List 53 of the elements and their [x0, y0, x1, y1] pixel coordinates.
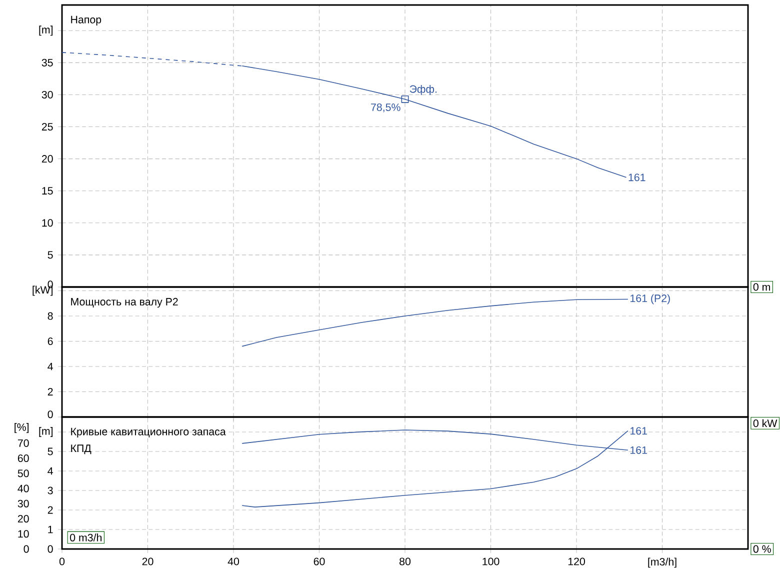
y-tick-label: [m]: [39, 427, 53, 437]
y2-tick-label: 40: [18, 484, 29, 492]
x-tick-label: 100: [482, 558, 500, 566]
y-tick-label: 3: [48, 486, 53, 494]
y2-tick-label: 20: [18, 514, 29, 523]
text: КПД: [71, 444, 92, 454]
y-tick-label: 1: [48, 526, 53, 534]
y2-tick-label: 70: [18, 439, 29, 447]
line-series: [242, 430, 628, 508]
y-tick-label: 4: [48, 467, 53, 475]
x-tick-label: 60: [314, 558, 325, 566]
y-tick-label: 20: [42, 155, 53, 163]
y-tick-label: 2: [48, 388, 53, 396]
text: 0 %: [753, 545, 771, 553]
text: Кривые кавитационного запаса: [71, 428, 226, 438]
x-tick-label: 80: [400, 558, 411, 566]
series-label: 161: [630, 446, 647, 454]
y-tick-label: 2: [48, 506, 53, 514]
y-tick-label: 8: [48, 312, 53, 320]
y-tick-label: 25: [42, 123, 53, 131]
annotation: Эфф.: [410, 84, 436, 95]
y-tick-label: 4: [48, 362, 53, 370]
x-tick-label: 0: [59, 558, 65, 566]
y-tick-label: 0: [48, 545, 53, 553]
y2-tick-label: 50: [18, 470, 29, 478]
y-tick-label: 15: [42, 187, 53, 195]
series-label: 161: [630, 427, 647, 435]
line-series: [242, 298, 628, 347]
text: Напор: [71, 16, 102, 26]
x-tick-label: 120: [568, 558, 585, 566]
y-tick-label: 5: [48, 251, 53, 259]
y-tick-label: 30: [42, 90, 53, 99]
y2-tick-label: [%]: [14, 423, 29, 434]
annotation: 0 m3/h: [70, 534, 102, 542]
text: Мощность на валу P2: [71, 298, 178, 308]
x-tick-label: 20: [142, 558, 154, 566]
x-tick-label: 40: [228, 558, 240, 566]
y2-tick-label: 30: [18, 500, 29, 508]
y-tick-label: 5: [48, 448, 53, 456]
annotation: 78,5%: [371, 103, 400, 112]
y-tick-label: 10: [42, 219, 53, 227]
series-label: 161 (P2): [630, 294, 670, 304]
series-label: 161: [628, 174, 646, 182]
y-tick-label: 35: [42, 58, 53, 66]
y-tick-label: [m]: [39, 26, 53, 36]
y-tick-label: 0: [48, 410, 53, 418]
y2-tick-label: 60: [18, 454, 29, 462]
text: 0 kW: [753, 419, 778, 428]
text: 0 m: [753, 283, 770, 291]
y2-tick-label: 0: [24, 545, 29, 553]
x-tick-label: [m3/h]: [648, 558, 676, 568]
y2-tick-label: 10: [18, 530, 29, 538]
y-tick-label: 6: [48, 337, 53, 346]
